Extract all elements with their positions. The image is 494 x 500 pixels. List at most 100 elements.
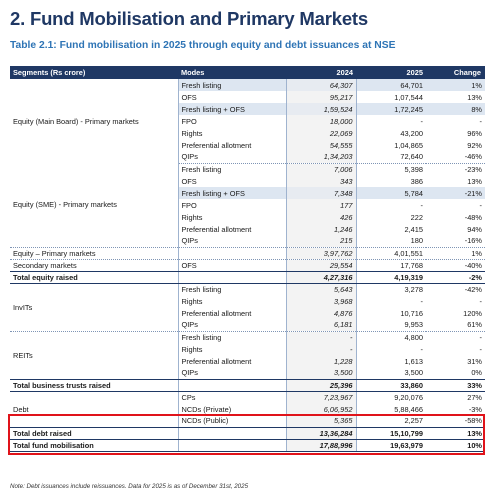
table-caption: Table 2.1: Fund mobilisation in 2025 thr… — [10, 40, 396, 51]
value-2025-cell: 5,88,466 — [394, 404, 423, 414]
value-2025-cell: 43,200 — [400, 128, 423, 138]
value-2024-cell: 7,348 — [285, 187, 357, 199]
value-2024-cell: 7,23,967 — [285, 391, 357, 403]
value-2025-cell: 72,640 — [356, 151, 426, 164]
segment-cell: InvITs — [10, 283, 179, 332]
segment-cell: Total fund mobilisation — [10, 439, 179, 452]
header-segments: Segments (Rs crore) — [10, 66, 178, 79]
table-row: Preferential allotment 4,876 10,716 120% — [10, 307, 485, 319]
value-2024-cell: 3,968 — [285, 295, 357, 307]
mode-cell: OFS — [177, 259, 286, 272]
table-row: Secondary markets OFS 29,554 17,768 -40% — [10, 259, 485, 272]
change-cell: - — [479, 296, 482, 306]
value-2024-cell: 5,643 — [285, 283, 357, 295]
mode-cell: QIPs — [177, 151, 286, 164]
value-2024-cell: 64,307 — [285, 79, 357, 91]
value-2025-cell: 64,701 — [356, 79, 426, 91]
header-2025: 2025 — [356, 66, 426, 79]
mode-cell: Fresh listing — [177, 331, 286, 343]
segment-cell: Secondary markets — [10, 259, 179, 272]
mode-cell: OFS — [177, 175, 286, 187]
value-2025-cell: 33,860 — [356, 379, 426, 392]
value-2024-cell: 1,59,524 — [285, 103, 357, 115]
value-2025-cell: - — [420, 344, 423, 354]
segment-cell: Equity (SME) - Primary markets — [10, 163, 179, 248]
mode-cell: QIPs — [177, 367, 286, 380]
mode-cell: Rights — [177, 295, 286, 307]
mode-cell: Rights — [177, 343, 286, 355]
table-row: QIPs 3,500 3,500 0% — [10, 367, 485, 380]
value-2025-cell: 3,500 — [356, 367, 426, 380]
value-2024-cell: 343 — [285, 175, 357, 187]
change-cell: - — [479, 116, 482, 126]
table-header-row: Segments (Rs crore) Modes 2024 2025 Chan… — [10, 66, 485, 79]
value-2025-cell: 386 — [410, 176, 423, 186]
table-row: QIPs 215 180 -16% — [10, 235, 485, 248]
table-row: NCDs (Public) 5,365 2,257 -58% — [10, 415, 485, 428]
mode-cell — [177, 439, 286, 452]
change-cell: - — [479, 200, 482, 210]
value-2024-cell: 1,246 — [285, 223, 357, 235]
value-2024-cell: 29,554 — [285, 259, 357, 272]
mode-cell: Fresh listing — [177, 79, 286, 91]
mode-cell: QIPs — [177, 235, 286, 248]
value-2024-cell: 1,34,203 — [285, 151, 357, 164]
table-row: QIPs 6,181 9,953 61% — [10, 319, 485, 332]
change-cell: -3% — [468, 404, 482, 414]
table-row: FPO 177 - - — [10, 199, 485, 211]
table-row: Rights 426 222 -48% — [10, 211, 485, 223]
value-2024-cell: 25,396 — [285, 379, 357, 392]
value-2024-cell: 18,000 — [285, 115, 357, 127]
mode-cell — [177, 247, 286, 260]
table-row: REITs Fresh listing - 4,800 - — [10, 331, 485, 380]
table-row: Fresh listing + OFS 1,59,524 1,72,245 8% — [10, 103, 485, 115]
segment-cell: Equity – Primary markets — [10, 247, 179, 260]
mode-cell — [177, 271, 286, 284]
value-2024-cell: 1,228 — [285, 355, 357, 367]
mode-cell: Rights — [177, 211, 286, 223]
table-row: Preferential allotment 1,228 1,613 31% — [10, 355, 485, 367]
segment-cell: REITs — [10, 331, 179, 380]
segment-cell: Total business trusts raised — [10, 379, 179, 392]
mode-cell: FPO — [177, 115, 286, 127]
change-cell: 120% — [463, 308, 482, 318]
change-cell: 94% — [467, 224, 482, 234]
change-cell: 1% — [426, 247, 485, 260]
value-2025-cell: 17,768 — [356, 259, 426, 272]
change-cell: -48% — [464, 212, 482, 222]
value-2025-cell: 4,01,551 — [356, 247, 426, 260]
change-cell: 0% — [426, 367, 485, 380]
value-2025-cell: 4,19,319 — [356, 271, 426, 284]
mode-cell: Fresh listing + OFS — [177, 187, 286, 199]
value-2025-cell: 15,10,799 — [356, 427, 426, 440]
change-cell: -16% — [426, 235, 485, 248]
mode-cell: Preferential allotment — [177, 223, 286, 235]
value-2025-cell: 4,800 — [404, 332, 424, 342]
value-2025-cell: 5,398 — [404, 164, 424, 174]
value-2024-cell: 4,27,316 — [285, 271, 357, 284]
table-row: NCDs (Private) 6,06,952 5,88,466 -3% — [10, 403, 485, 415]
mode-cell: CPs — [177, 391, 286, 403]
change-cell: 31% — [467, 356, 482, 366]
mode-cell: Preferential allotment — [177, 307, 286, 319]
change-cell: -2% — [426, 271, 485, 284]
mode-cell: NCDs (Public) — [177, 415, 286, 428]
page-heading: 2. Fund Mobilisation and Primary Markets — [10, 8, 368, 29]
value-2025-cell: 19,63,979 — [356, 439, 426, 452]
value-2024-cell: 215 — [285, 235, 357, 248]
value-2024-cell: 95,217 — [285, 91, 357, 103]
header-change: Change — [426, 66, 485, 79]
value-2025-cell: 9,20,076 — [394, 392, 423, 402]
mode-cell: Fresh listing — [177, 163, 286, 175]
change-cell: 27% — [467, 392, 482, 402]
mode-cell — [177, 379, 286, 392]
value-2025-cell: 1,72,245 — [356, 103, 426, 115]
mode-cell: OFS — [177, 91, 286, 103]
mode-cell: QIPs — [177, 319, 286, 332]
value-2025-cell: 1,613 — [404, 356, 424, 366]
change-cell: - — [479, 332, 482, 342]
header-modes: Modes — [178, 66, 286, 79]
value-2025-cell: 1,04,865 — [394, 140, 423, 150]
change-cell: 13% — [467, 176, 482, 186]
value-2024-cell: - — [285, 331, 357, 343]
